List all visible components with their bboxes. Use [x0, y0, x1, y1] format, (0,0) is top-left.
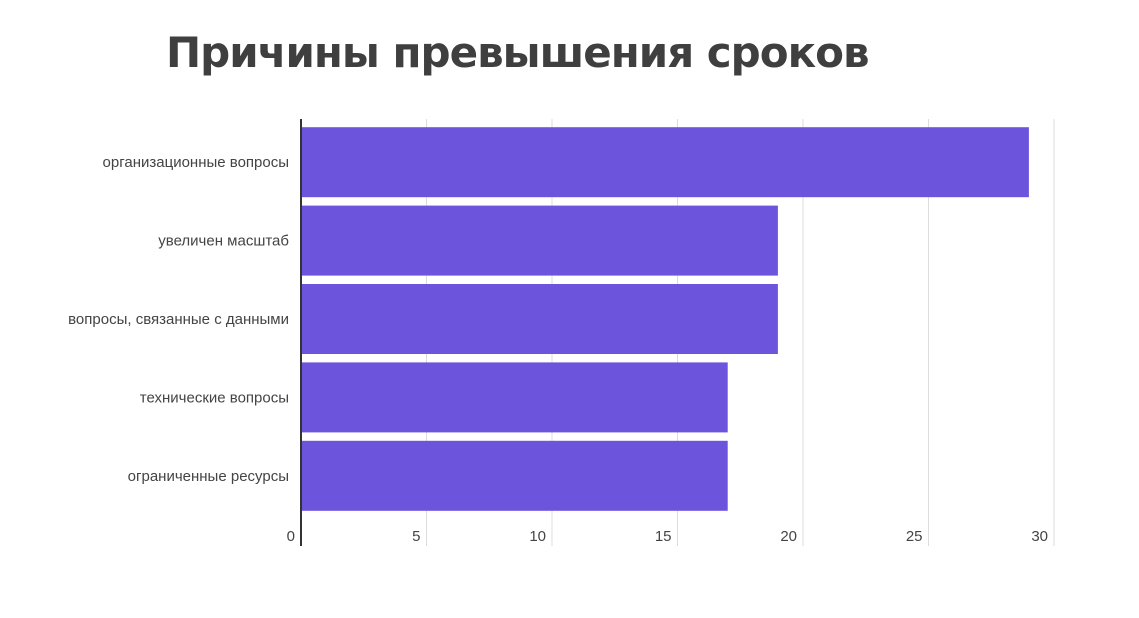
chart-title: Причины превышения сроков [166, 28, 870, 77]
x-tick-label: 30 [1031, 528, 1048, 545]
category-label: организационные вопросы [103, 154, 289, 171]
category-label: ограниченные ресурсы [128, 468, 289, 485]
x-tick-label: 20 [780, 528, 797, 545]
bar [301, 205, 778, 276]
bar [301, 284, 778, 354]
category-label: вопросы, связанные с данными [68, 311, 289, 328]
x-tick-label: 10 [529, 528, 546, 545]
category-label: технические вопросы [140, 389, 289, 406]
x-tick-label: 25 [906, 528, 923, 545]
bar [301, 362, 728, 433]
x-tick-label: 5 [412, 528, 420, 545]
x-tick-label: 0 [287, 528, 295, 545]
bar [301, 127, 1029, 198]
labels: 0 5 10 15 20 25 30 организационные вопросы увели… [68, 154, 1048, 545]
bars [301, 127, 1029, 511]
bar [301, 440, 728, 511]
x-tick-label: 15 [655, 528, 672, 545]
category-label: увеличен масштаб [158, 233, 289, 250]
